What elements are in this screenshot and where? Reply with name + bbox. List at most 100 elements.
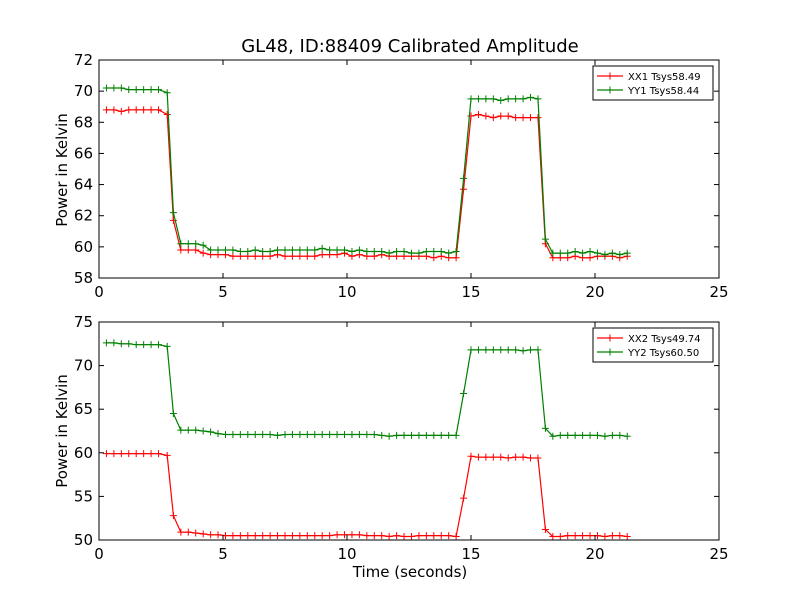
bottom-series-2-point <box>527 346 535 354</box>
bottom-series-2-point <box>184 426 192 434</box>
bottom-series-2-point <box>244 430 252 438</box>
bottom-series-1-point <box>452 533 460 541</box>
top-series-1-point <box>527 114 535 122</box>
bottom-legend-marker <box>606 348 614 356</box>
bottom-series-2-point <box>147 341 155 349</box>
bottom-series-2-point <box>125 340 133 348</box>
bottom-series-1-point <box>519 453 527 461</box>
bottom-series-1-point <box>616 532 624 540</box>
top-axes-frame <box>98 59 720 279</box>
top-series-1-point <box>318 251 326 259</box>
top-series-2-point <box>616 251 624 259</box>
bottom-series-1-point <box>407 533 415 541</box>
top-series-2-point <box>504 95 512 103</box>
bottom-series-2-point <box>437 431 445 439</box>
bottom-series-1-point <box>474 453 482 461</box>
top-series-1-point <box>519 114 527 122</box>
bottom-x-tick-label: 25 <box>709 545 728 563</box>
top-y-tick-label: 64 <box>74 176 93 194</box>
top-series-2-point <box>579 249 587 257</box>
bottom-series-2-point <box>445 431 453 439</box>
bottom-series-2-point <box>102 339 110 347</box>
bottom-series-2-point <box>155 341 163 349</box>
bottom-series-2-point <box>474 346 482 354</box>
bottom-series-1-point <box>199 530 207 538</box>
top-series-2-point <box>296 246 304 254</box>
bottom-legend-entry: XX2 Tsys49.74 <box>628 334 701 345</box>
bottom-series-2-point <box>564 431 572 439</box>
top-series-2-point <box>221 246 229 254</box>
bottom-series-2-point <box>519 347 527 355</box>
top-series-2-point <box>497 96 505 104</box>
top-series-1-point <box>303 252 311 260</box>
bottom-series-2-point <box>251 430 259 438</box>
top-series-2-point <box>527 93 535 101</box>
top-legend-entry: YY1 Tsys58.44 <box>627 86 699 97</box>
bottom-y-tick-label: 75 <box>74 313 93 331</box>
top-legend-marker <box>606 72 614 80</box>
top-series-2-point <box>593 249 601 257</box>
top-series-2-point <box>467 95 475 103</box>
top-series-1-point <box>102 106 110 114</box>
top-series-1-point <box>460 185 468 193</box>
top-series-2-point <box>370 248 378 256</box>
bottom-legend-entry: YY2 Tsys60.50 <box>627 348 699 359</box>
top-series-2-point <box>274 246 282 254</box>
bottom-series-1-point <box>333 531 341 539</box>
bottom-series-1-point <box>207 531 215 539</box>
bottom-series-1-point <box>489 453 497 461</box>
bottom-series-2-point <box>415 431 423 439</box>
bottom-legend-box <box>592 327 714 363</box>
bottom-series-2-point <box>504 346 512 354</box>
bottom-y-tick-label: 50 <box>74 531 93 549</box>
bottom-series-2-point <box>467 346 475 354</box>
bottom-series-1-point <box>326 532 334 540</box>
top-series-1-point <box>288 252 296 260</box>
bottom-series-2-point <box>311 430 319 438</box>
top-series-2-point <box>184 240 192 248</box>
bottom-series-2-point <box>177 426 185 434</box>
top-series-2-point <box>586 248 594 256</box>
bottom-series-2-point <box>608 431 616 439</box>
top-series-1-point <box>155 106 163 114</box>
bottom-series-2-point <box>556 431 564 439</box>
bottom-series-2-point <box>549 432 557 440</box>
bottom-series-2-point <box>214 430 222 438</box>
top-series-2-point <box>437 248 445 256</box>
bottom-series-1-point <box>400 533 408 541</box>
top-series-2-point <box>155 86 163 94</box>
top-series-2-point <box>326 246 334 254</box>
top-series-1-point <box>147 106 155 114</box>
top-legend: XX1 Tsys58.49 YY1 Tsys58.44 <box>592 65 714 101</box>
bottom-series-2-point <box>541 424 549 432</box>
bottom-series-2-point <box>236 430 244 438</box>
top-y-tick-label: 60 <box>74 238 93 256</box>
bottom-series-2-point <box>326 430 334 438</box>
bottom-series-2-point <box>318 430 326 438</box>
bottom-series-2-point <box>430 431 438 439</box>
top-series-1-point <box>430 254 438 262</box>
top-series-2-point <box>163 89 171 97</box>
bottom-series-2-point <box>378 431 386 439</box>
top-series-1-point <box>140 106 148 114</box>
bottom-series-2-point <box>333 430 341 438</box>
bottom-y-axis-label: Power in Kelvin <box>53 374 71 488</box>
top-x-tick-label: 25 <box>709 283 728 301</box>
bottom-series-2-point <box>407 431 415 439</box>
bottom-series-1-point <box>303 532 311 540</box>
bottom-series-1-point <box>385 533 393 541</box>
bottom-series-2-point <box>341 430 349 438</box>
top-series-2-point <box>244 248 252 256</box>
bottom-legend: XX2 Tsys49.74 YY2 Tsys60.50 <box>592 327 714 363</box>
bottom-series-2-point <box>221 430 229 438</box>
bottom-series-1-point <box>274 532 282 540</box>
top-series-2-point <box>385 249 393 257</box>
top-series-1-point <box>199 249 207 257</box>
top-series-2-point <box>541 235 549 243</box>
top-series-1-point <box>482 112 490 120</box>
bottom-series-1-point <box>251 532 259 540</box>
top-y-tick-label: 68 <box>74 113 93 131</box>
top-series-2-point <box>251 246 259 254</box>
bottom-y-tick-label: 70 <box>74 357 93 375</box>
top-series-2-point <box>512 95 520 103</box>
